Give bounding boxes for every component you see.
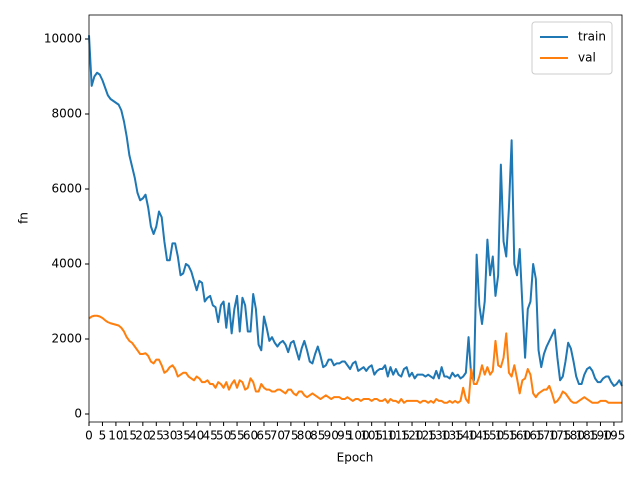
x-tick-label: 80 (297, 429, 312, 443)
x-tick-label: 0 (85, 429, 93, 443)
x-tick-label: 75 (283, 429, 298, 443)
x-tick-label: 25 (149, 429, 164, 443)
x-tick-label: 65 (256, 429, 271, 443)
y-axis-label: fn (17, 212, 31, 224)
x-tick-label: 50 (216, 429, 231, 443)
legend-label: train (578, 30, 606, 44)
plot-frame (88, 14, 623, 423)
x-tick-label: 110 (374, 429, 397, 443)
x-tick-label: 70 (270, 429, 285, 443)
x-tick-label: 20 (135, 429, 150, 443)
x-tick-label: 10 (108, 429, 123, 443)
x-tick-label: 175 (549, 429, 572, 443)
x-tick-label: 125 (414, 429, 437, 443)
x-tick-label: 95 (337, 429, 352, 443)
legend-label: val (578, 51, 596, 65)
y-tick-label: 2000 (51, 332, 82, 346)
y-tick-label: 6000 (51, 182, 82, 196)
x-tick-label: 195 (602, 429, 625, 443)
x-axis-label: Epoch (337, 451, 374, 465)
y-tick-label: 8000 (51, 107, 82, 121)
x-tick-label: 60 (243, 429, 258, 443)
x-tick-label: 130 (427, 429, 450, 443)
legend-box (531, 21, 613, 75)
x-tick-label: 85 (310, 429, 325, 443)
y-tick-label: 0 (74, 407, 82, 421)
x-tick-label: 35 (176, 429, 191, 443)
x-tick-label: 105 (360, 429, 383, 443)
series-line (88, 314, 622, 404)
x-tick-label: 155 (495, 429, 518, 443)
x-tick-label: 145 (468, 429, 491, 443)
x-tick-label: 100 (347, 429, 370, 443)
x-tick-label: 45 (202, 429, 217, 443)
x-tick-label: 170 (535, 429, 558, 443)
x-tick-label: 120 (401, 429, 424, 443)
x-tick-label: 5 (99, 429, 107, 443)
x-tick-label: 15 (122, 429, 137, 443)
series-line (88, 35, 623, 387)
x-tick-label: 40 (189, 429, 204, 443)
x-tick-label: 90 (324, 429, 339, 443)
x-tick-label: 165 (522, 429, 545, 443)
x-tick-label: 140 (454, 429, 477, 443)
x-tick-label: 115 (387, 429, 410, 443)
x-tick-label: 55 (229, 429, 244, 443)
x-tick-label: 180 (562, 429, 585, 443)
x-tick-label: 30 (162, 429, 177, 443)
x-tick-label: 150 (481, 429, 504, 443)
y-tick-label: 10000 (44, 32, 82, 46)
x-tick-label: 190 (589, 429, 612, 443)
x-tick-label: 135 (441, 429, 464, 443)
y-tick-label: 4000 (51, 257, 82, 271)
x-tick-label: 185 (576, 429, 599, 443)
x-tick-label: 160 (508, 429, 531, 443)
